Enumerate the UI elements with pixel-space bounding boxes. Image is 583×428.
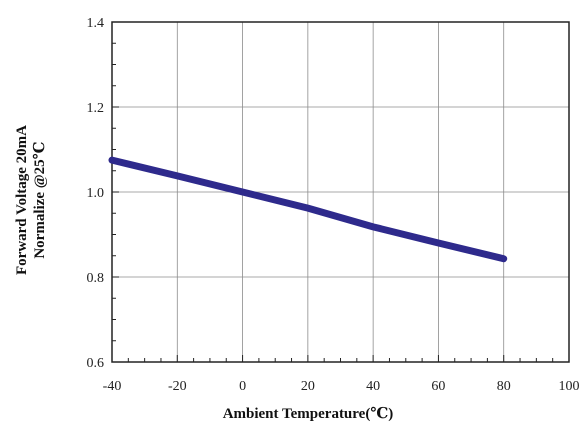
y-tick-label: 0.6 [87, 356, 105, 371]
plot-frame [111, 21, 570, 363]
y-tick-label: 0.8 [87, 271, 105, 286]
x-tick-label: 0 [239, 379, 246, 394]
x-tick-label: 100 [559, 379, 580, 394]
y-tick-label: 1.0 [87, 186, 105, 201]
x-tick-label: 20 [301, 379, 315, 394]
x-tick-labels: -40 -20 0 20 40 60 80 100 [103, 379, 580, 394]
y-axis-title-line1: Forward Voltage 20mA [14, 125, 30, 275]
x-tick-label: -20 [168, 379, 187, 394]
series-line [108, 156, 508, 263]
x-tick-label: 80 [497, 379, 511, 394]
x-axis-title: Ambient Temperature(℃) [223, 406, 394, 422]
y-tick-label: 1.2 [87, 101, 105, 116]
x-tick-label: 40 [366, 379, 380, 394]
grid [111, 21, 570, 363]
y-axis-title-line2: Normalize @25℃ [32, 141, 48, 258]
series-layer [108, 156, 508, 263]
x-tick-label: -40 [103, 379, 122, 394]
x-tick-label: 60 [431, 379, 445, 394]
y-tick-label: 1.4 [87, 16, 105, 31]
y-tick-labels: 0.6 0.8 1.0 1.2 1.4 [87, 16, 105, 371]
